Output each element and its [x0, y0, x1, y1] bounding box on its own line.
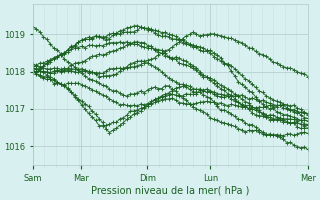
X-axis label: Pression niveau de la mer( hPa ): Pression niveau de la mer( hPa ) — [91, 186, 250, 196]
